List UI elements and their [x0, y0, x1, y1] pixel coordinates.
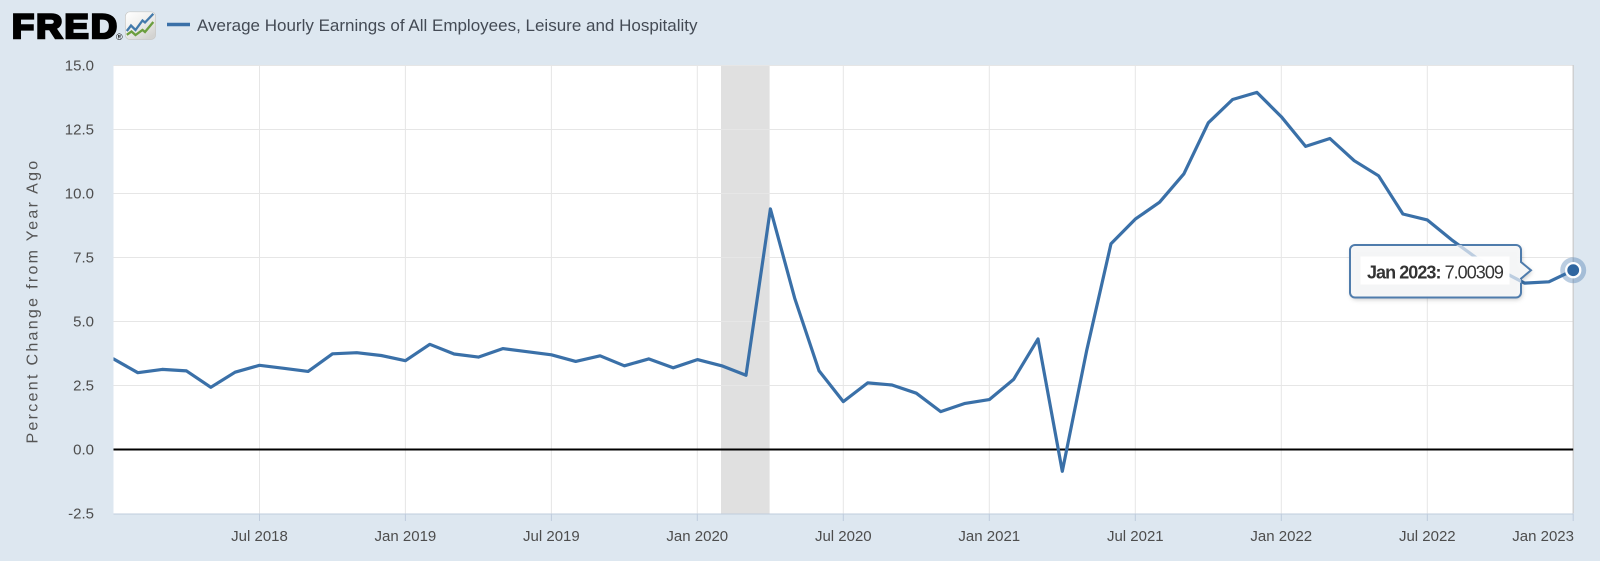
- svg-text:Jul 2019: Jul 2019: [523, 528, 580, 545]
- svg-text:Jan 2021: Jan 2021: [958, 528, 1020, 545]
- svg-text:FRED: FRED: [12, 8, 119, 46]
- svg-text:2.5: 2.5: [73, 378, 94, 395]
- svg-text:5.0: 5.0: [73, 314, 94, 331]
- svg-text:Jul 2022: Jul 2022: [1399, 528, 1456, 545]
- svg-text:Jul 2018: Jul 2018: [231, 528, 288, 545]
- svg-text:Average Hourly Earnings of All: Average Hourly Earnings of All Employees…: [197, 16, 698, 35]
- svg-text:10.0: 10.0: [65, 186, 94, 203]
- svg-text:15.0: 15.0: [65, 58, 94, 75]
- svg-text:Jul 2021: Jul 2021: [1107, 528, 1164, 545]
- svg-text:Jan 2020: Jan 2020: [666, 528, 728, 545]
- svg-text:-2.5: -2.5: [68, 506, 94, 523]
- svg-text:Jul 2020: Jul 2020: [815, 528, 872, 545]
- svg-text:Jan 2019: Jan 2019: [375, 528, 437, 545]
- svg-text:0.0: 0.0: [73, 442, 94, 459]
- svg-text:12.5: 12.5: [65, 122, 94, 139]
- svg-text:Jan 2023: Jan 2023: [1512, 528, 1574, 545]
- svg-text:®: ®: [116, 32, 123, 42]
- svg-text:7.5: 7.5: [73, 250, 94, 267]
- svg-text:Jan 2022: Jan 2022: [1250, 528, 1312, 545]
- svg-text:Percent Change from Year Ago: Percent Change from Year Ago: [25, 159, 42, 444]
- svg-text:Jan 2023: 7.00309: Jan 2023: 7.00309: [1367, 263, 1504, 283]
